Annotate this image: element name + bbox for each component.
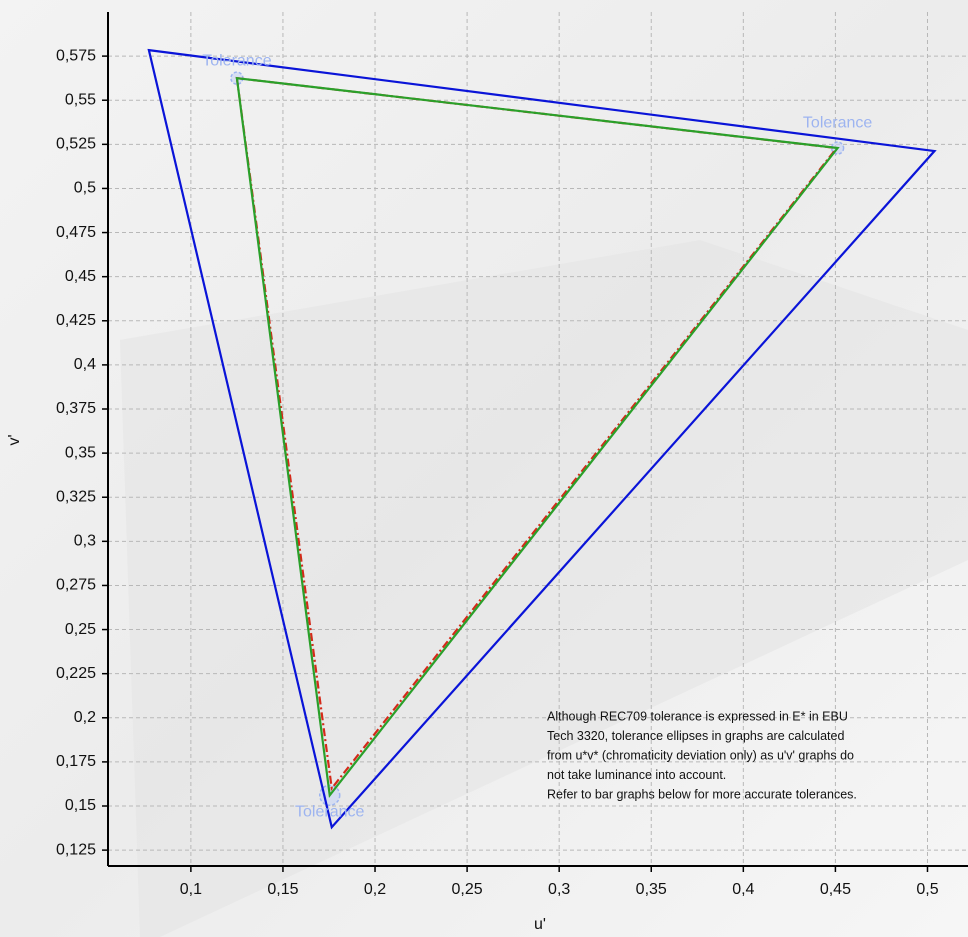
y-tick-label: 0,525 — [56, 136, 96, 153]
y-tick-label: 0,4 — [74, 356, 96, 373]
gamut-triangle — [235, 76, 840, 798]
tolerance-label: Tolerance — [295, 803, 364, 820]
note-line: not take luminance into account. — [547, 768, 726, 782]
x-tick-label: 0,15 — [267, 881, 298, 898]
x-tick-label: 0,2 — [364, 881, 386, 898]
y-tick-label: 0,125 — [56, 841, 96, 858]
x-tick-label: 0,4 — [732, 881, 754, 898]
y-tick-label: 0,35 — [65, 444, 96, 461]
x-tick-label: 0,25 — [452, 881, 483, 898]
note-line: Refer to bar graphs below for more accur… — [547, 787, 857, 801]
y-tick-label: 0,575 — [56, 47, 96, 64]
y-tick-label: 0,375 — [56, 400, 96, 417]
y-tick-label: 0,2 — [74, 709, 96, 726]
y-tick-label: 0,45 — [65, 268, 96, 285]
y-tick-label: 0,15 — [65, 797, 96, 814]
tolerance-label: Tolerance — [202, 52, 271, 69]
note-line: Tech 3320, tolerance ellipses in graphs … — [547, 729, 844, 743]
x-axis-label: u' — [534, 916, 546, 933]
gamut-triangle — [147, 48, 937, 830]
x-tick-label: 0,3 — [548, 881, 570, 898]
tolerance-label: Tolerance — [803, 114, 872, 131]
y-tick-label: 0,3 — [74, 533, 96, 550]
y-tick-label: 0,275 — [56, 577, 96, 594]
x-tick-label: 0,45 — [820, 881, 851, 898]
note-line: from u*v* (chromaticity deviation only) … — [547, 748, 854, 762]
y-tick-label: 0,25 — [65, 621, 96, 638]
gamut-triangle — [235, 76, 839, 792]
x-tick-label: 0,1 — [180, 881, 202, 898]
x-tick-label: 0,5 — [916, 881, 938, 898]
y-tick-label: 0,55 — [65, 91, 96, 108]
y-axis-label: v' — [6, 434, 23, 445]
note-line: Although REC709 tolerance is expressed i… — [547, 709, 848, 723]
y-tick-label: 0,5 — [74, 180, 96, 197]
y-tick-label: 0,475 — [56, 224, 96, 241]
x-tick-label: 0,35 — [636, 881, 667, 898]
y-tick-label: 0,175 — [56, 753, 96, 770]
y-tick-label: 0,425 — [56, 312, 96, 329]
y-tick-label: 0,225 — [56, 665, 96, 682]
plot — [147, 48, 937, 830]
y-tick-label: 0,325 — [56, 488, 96, 505]
